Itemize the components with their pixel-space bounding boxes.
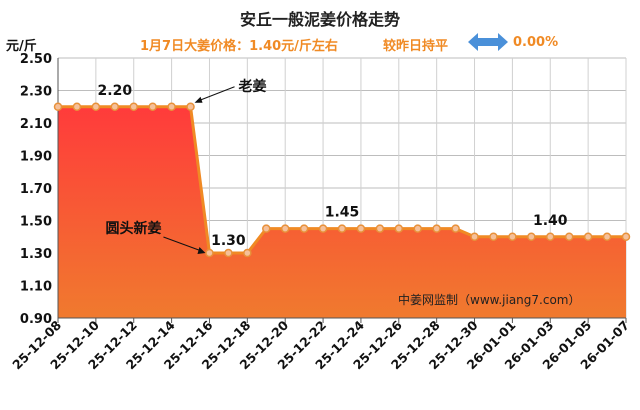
data-point [91,102,101,111]
data-point [129,102,138,111]
data-point [148,102,157,111]
y-tick-label: 2.50 [20,52,52,67]
y-tick-label: 1.50 [20,215,52,230]
compare-text: 较昨日持平 [383,39,449,54]
data-point [299,224,309,233]
data-point [546,232,555,241]
chart-title: 安丘一般泥姜价格走势 [239,10,400,29]
data-point [356,224,366,233]
data-point [470,232,479,241]
y-tick-label: 1.70 [20,182,52,197]
data-point [602,232,612,241]
data-point [451,224,460,233]
data-point [280,224,290,233]
data-point [337,224,347,233]
data-point [375,224,385,233]
data-point [243,248,252,258]
data-label: 1.30 [211,233,246,249]
data-point [432,224,441,233]
data-point [621,232,631,241]
annotation-arrowhead-new [197,247,206,254]
data-point [167,102,176,111]
y-tick-label: 0.90 [20,312,52,327]
data-point [72,102,82,111]
data-point [318,224,328,233]
y-tick-label: 2.30 [20,85,52,100]
data-label: 1.45 [325,205,360,221]
data-point [186,102,195,111]
data-point [394,224,404,233]
annotation-new-ginger: 圆头新姜 [105,220,161,237]
data-label: 2.20 [98,83,133,99]
price-note: 1月7日大姜价格：1.40元/斤左右 [140,39,338,54]
data-point [205,248,214,258]
annotation-line-new [163,236,202,252]
data-point [262,224,271,233]
data-point [564,232,574,241]
y-tick-label: 1.10 [20,280,52,295]
y-tick-label: 1.30 [20,247,52,262]
annotation-old-ginger: 老姜 [239,78,267,95]
annotation-arrowhead-old [194,96,203,103]
data-label: 1.40 [533,213,568,229]
data-point [527,232,536,241]
y-tick-label: 2.10 [20,117,52,132]
data-point [53,102,63,111]
data-point [583,232,593,241]
y-tick-label: 1.90 [20,150,52,165]
y-axis-unit: 元/斤 [6,39,37,54]
data-point [224,248,233,258]
data-point [413,224,422,233]
price-area [58,106,626,318]
change-percent: 0.00% [513,35,559,50]
data-point [508,232,517,241]
annotation-line-old [198,86,235,102]
double-arrow-icon [468,33,508,51]
source-watermark: 中姜网监制（www.jiang7.com） [398,293,581,307]
data-point [110,102,120,111]
data-point [489,232,498,241]
